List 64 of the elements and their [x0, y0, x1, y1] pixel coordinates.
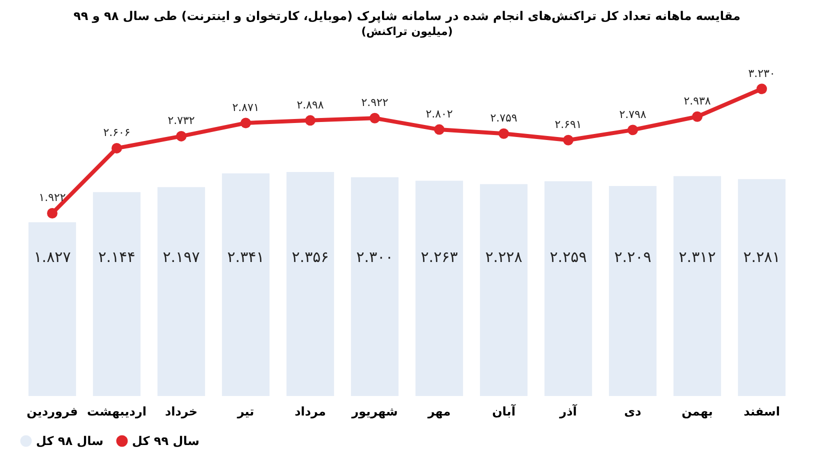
x-tick-label: شهریور: [350, 404, 398, 418]
point: [563, 134, 574, 146]
point: [370, 112, 380, 124]
data-label: ۲.۳۵۶: [292, 248, 329, 266]
data-label: ۲.۲۶۳: [420, 248, 458, 266]
point: [434, 124, 444, 135]
x-tick-label: دی: [624, 404, 642, 418]
data-label: ۳.۲۳۰: [748, 66, 776, 80]
data-label: ۲.۷۳۲: [168, 114, 195, 128]
data-label: ۲.۷۵۹: [490, 112, 518, 125]
x-tick-label: تیر: [236, 404, 254, 418]
bar: [608, 186, 657, 396]
data-label: ۲.۸۷۱: [232, 100, 260, 114]
bar: [222, 173, 270, 396]
point: [756, 84, 767, 94]
bar: [480, 184, 528, 396]
bar: [350, 177, 399, 396]
x-tick-label: فروردین: [26, 404, 78, 418]
x-tick-label: مهر: [426, 404, 451, 418]
data-label: ۲.۱۴۴: [98, 248, 136, 266]
point: [692, 111, 702, 122]
x-tick-label: آبان: [492, 404, 516, 418]
data-label: ۲.۲۰۹: [614, 248, 652, 266]
point: [498, 128, 509, 139]
data-label: ۲.۳۴۱: [227, 248, 264, 266]
point: [112, 142, 122, 154]
legend-label: سال ۹۸ کل: [36, 434, 104, 448]
bar: [28, 222, 76, 396]
data-label: ۲.۲۲۸: [485, 248, 522, 266]
bar: [673, 176, 722, 396]
x-tick-label: خرداد: [164, 404, 198, 418]
x-tick-label: مرداد: [294, 404, 326, 418]
data-label: ۱.۸۲۷: [34, 248, 71, 266]
x-tick-label: اردیبهشت: [87, 404, 146, 418]
data-label: ۲.۳۱۲: [678, 248, 716, 266]
data-label: ۲.۲۵۹: [550, 248, 587, 266]
bar: [415, 180, 464, 396]
data-label: ۲.۸۹۸: [296, 98, 324, 112]
point: [47, 208, 58, 218]
point: [176, 130, 186, 142]
data-label: ۲.۶۰۶: [103, 126, 130, 140]
bar: [92, 192, 141, 396]
x-tick-label: بهمن: [682, 404, 713, 418]
bar: [157, 187, 206, 396]
x-tick-label: اسفند: [744, 404, 780, 418]
point: [240, 118, 251, 128]
data-label: ۲.۷۹۸: [619, 108, 646, 121]
bar: [738, 179, 786, 396]
data-label: ۲.۹۳۸: [684, 94, 711, 108]
legend-label: سال ۹۹ کل: [132, 434, 200, 448]
chart-subtitle: (میلیون تراکنش): [361, 25, 453, 38]
x-tick-label: آذر: [558, 404, 578, 418]
data-label: ۲.۳۰۰: [356, 248, 394, 266]
data-label: ۲.۹۲۲: [361, 96, 388, 110]
data-label: ۲.۱۹۷: [162, 248, 200, 266]
bar: [544, 181, 592, 396]
data-label: ۲.۸۰۲: [426, 108, 453, 121]
point: [628, 124, 638, 136]
data-label: ۱.۹۲۲: [38, 191, 66, 204]
bar: [286, 172, 334, 396]
point: [305, 115, 316, 126]
chart-title: مقایسه ماهانه تعداد کل تراکنش‌های انجام شده در سامانه شاپرک (موبایل، کارتخوان و اینترنت) طی سال ۹۸ و ۹۹: [74, 9, 740, 23]
data-label: ۲.۶۹۱: [554, 118, 582, 132]
data-label: ۲.۲۸۱: [743, 248, 780, 266]
